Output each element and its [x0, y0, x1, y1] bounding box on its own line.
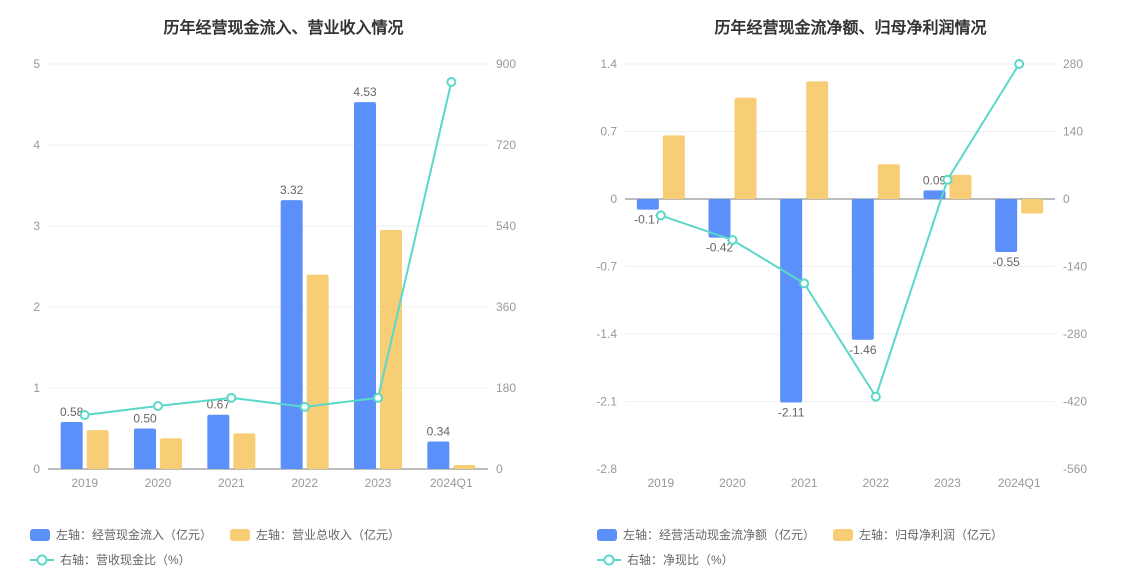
- svg-text:900: 900: [496, 57, 516, 71]
- left-chart: 0 1 2 3 4 5 0 180 360 540 720 900 2019 2020 2021 2022 20…: [0, 44, 567, 520]
- legend-bar1: 左轴：经营现金流入（亿元）: [30, 526, 212, 543]
- left-legend: 左轴：经营现金流入（亿元） 左轴：营业总收入（亿元） 右轴：营收现金比（%）: [0, 520, 567, 582]
- legend-bar1-label: 左轴：经营现金流入（亿元）: [56, 526, 212, 543]
- svg-text:2022: 2022: [862, 476, 889, 489]
- svg-text:4.53: 4.53: [353, 85, 377, 99]
- svg-text:2020: 2020: [719, 476, 746, 489]
- svg-text:5: 5: [33, 57, 40, 71]
- svg-text:140: 140: [1063, 125, 1083, 139]
- svg-text:2: 2: [33, 300, 40, 314]
- svg-text:0.34: 0.34: [427, 424, 451, 438]
- legend-bar2-r-label: 左轴：归母净利润（亿元）: [859, 526, 1003, 543]
- svg-text:-2.8: -2.8: [596, 462, 617, 476]
- svg-text:2021: 2021: [791, 476, 818, 489]
- svg-text:-1.46: -1.46: [849, 343, 877, 357]
- svg-text:1.4: 1.4: [600, 57, 617, 71]
- svg-text:0.7: 0.7: [600, 125, 617, 139]
- svg-text:-140: -140: [1063, 260, 1087, 274]
- legend-bar1-r-label: 左轴：经营活动现金流净额（亿元）: [623, 526, 815, 543]
- right-panel: 历年经营现金流净额、归母净利润情况 -2.8 -2.1 -1.4 -0.7 0 0.7 1.…: [567, 0, 1134, 582]
- left-title: 历年经营现金流入、营业收入情况: [0, 14, 567, 38]
- svg-text:540: 540: [496, 219, 516, 233]
- legend-line: 右轴：营收现金比（%）: [30, 551, 191, 568]
- legend-line-r: 右轴：净现比（%）: [597, 551, 734, 568]
- svg-text:0: 0: [33, 462, 40, 476]
- svg-text:-1.4: -1.4: [596, 327, 617, 341]
- svg-text:-280: -280: [1063, 327, 1087, 341]
- svg-text:3.32: 3.32: [280, 183, 304, 197]
- legend-bar2-r: 左轴：归母净利润（亿元）: [833, 526, 1003, 543]
- svg-text:360: 360: [496, 300, 516, 314]
- svg-text:180: 180: [496, 381, 516, 395]
- svg-text:2020: 2020: [145, 476, 172, 489]
- right-chart: -2.8 -2.1 -1.4 -0.7 0 0.7 1.4 -560 -420 -280 -140 0…: [567, 44, 1134, 520]
- svg-text:4: 4: [33, 138, 40, 152]
- svg-text:-560: -560: [1063, 462, 1087, 476]
- svg-text:280: 280: [1063, 57, 1083, 71]
- svg-text:0: 0: [610, 192, 617, 206]
- legend-bar2-label: 左轴：营业总收入（亿元）: [256, 526, 400, 543]
- svg-text:-2.1: -2.1: [596, 395, 617, 409]
- svg-text:0: 0: [1063, 192, 1070, 206]
- svg-text:3: 3: [33, 219, 40, 233]
- legend-line-r-label: 右轴：净现比（%）: [627, 551, 734, 568]
- legend-line-label: 右轴：营收现金比（%）: [60, 551, 191, 568]
- svg-text:1: 1: [33, 381, 40, 395]
- svg-text:2023: 2023: [934, 476, 961, 489]
- svg-text:-2.11: -2.11: [778, 405, 805, 419]
- legend-bar2: 左轴：营业总收入（亿元）: [230, 526, 400, 543]
- svg-text:-420: -420: [1063, 395, 1087, 409]
- svg-text:720: 720: [496, 138, 516, 152]
- svg-text:2019: 2019: [647, 476, 674, 489]
- svg-text:2023: 2023: [365, 476, 392, 489]
- legend-bar1-r: 左轴：经营活动现金流净额（亿元）: [597, 526, 815, 543]
- right-legend: 左轴：经营活动现金流净额（亿元） 左轴：归母净利润（亿元） 右轴：净现比（%）: [567, 520, 1134, 582]
- svg-text:2021: 2021: [218, 476, 245, 489]
- svg-text:0: 0: [496, 462, 503, 476]
- left-panel: 历年经营现金流入、营业收入情况 0 1 2 3 4 5 0 180 360 540 720 900 20…: [0, 0, 567, 582]
- svg-text:2019: 2019: [71, 476, 98, 489]
- svg-text:2022: 2022: [291, 476, 318, 489]
- svg-text:2024Q1: 2024Q1: [998, 476, 1041, 489]
- svg-text:-0.55: -0.55: [992, 255, 1020, 269]
- svg-text:2024Q1: 2024Q1: [430, 476, 473, 489]
- right-title: 历年经营现金流净额、归母净利润情况: [567, 14, 1134, 38]
- svg-text:-0.7: -0.7: [596, 260, 617, 274]
- svg-text:0.50: 0.50: [133, 412, 157, 426]
